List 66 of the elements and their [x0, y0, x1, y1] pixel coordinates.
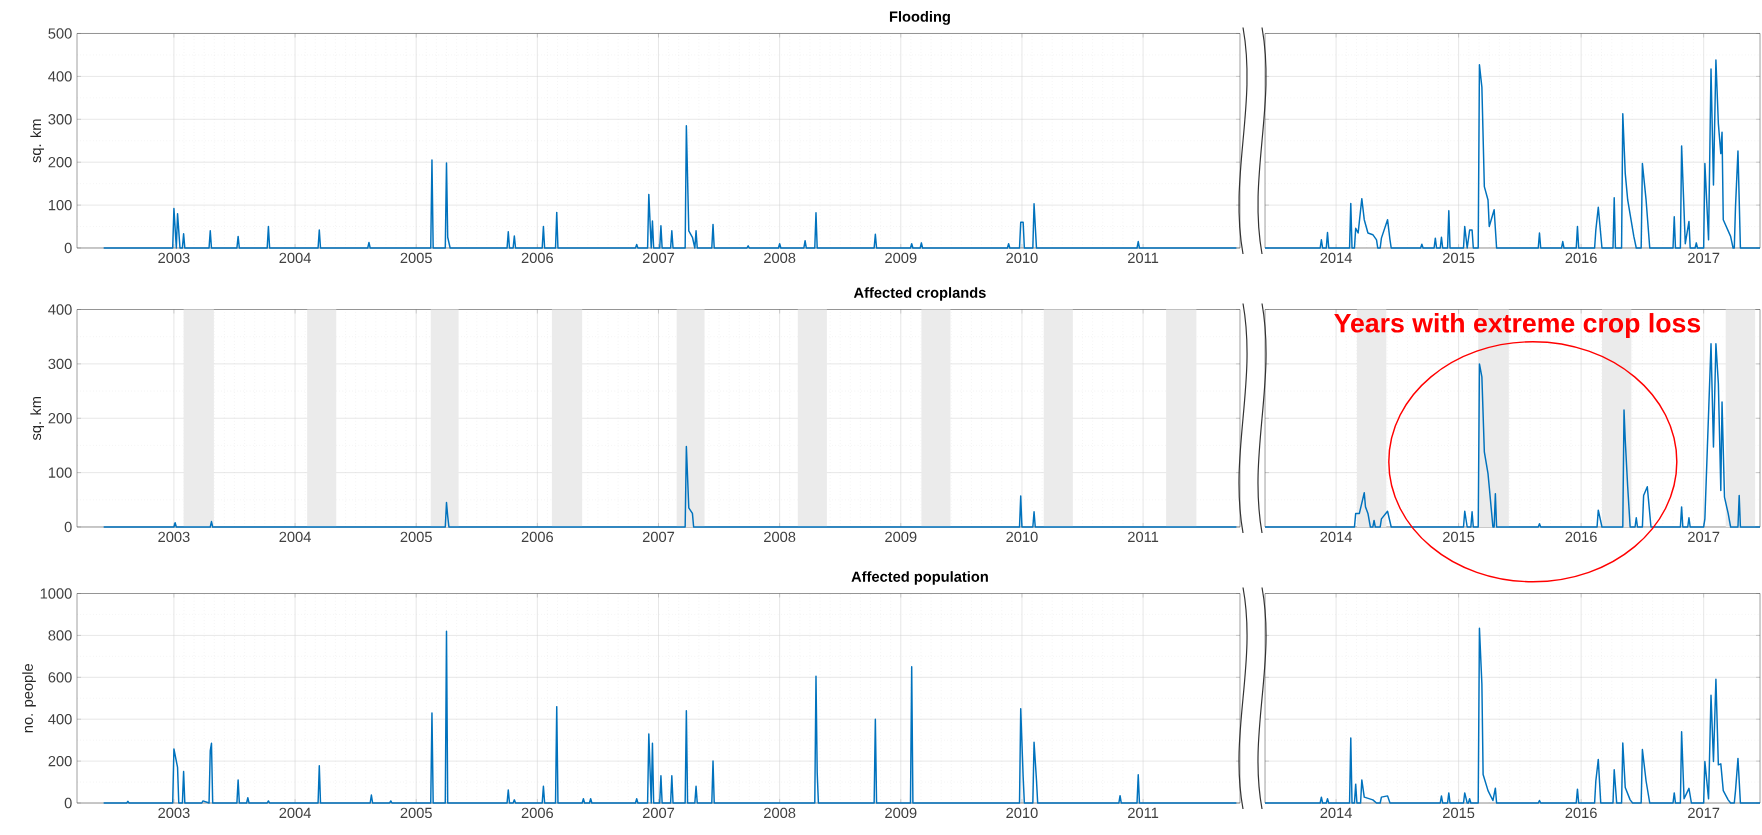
x-tick-label: 2010: [1006, 531, 1038, 543]
y-tick-label: 100: [48, 199, 72, 211]
x-tick-label: 2015: [1443, 252, 1475, 264]
x-tick-label: 2010: [1006, 252, 1038, 264]
y-tick-label: 400: [48, 304, 72, 315]
x-tick-label: 2014: [1320, 807, 1352, 819]
chart-title: Affected population: [851, 571, 988, 585]
x-tick-label: 2003: [158, 531, 190, 543]
y-tick-label: 600: [48, 672, 72, 683]
x-tick-label: 2010: [1006, 807, 1038, 819]
x-tick-label: 2015: [1443, 531, 1475, 543]
x-tick-label: 2005: [400, 252, 432, 264]
x-tick-label: 2007: [642, 531, 675, 543]
x-tick-label: 2015: [1443, 807, 1475, 819]
y-tick-label: 0: [64, 797, 72, 809]
line-series: [102, 124, 1238, 249]
x-tick-label: 2006: [521, 807, 554, 819]
x-tick-label: 2005: [400, 531, 432, 543]
x-tick-label: 2011: [1128, 252, 1159, 264]
x-tick-label: 2005: [400, 807, 432, 819]
chart-title: Affected croplands: [853, 287, 986, 301]
x-tick-label: 2008: [764, 807, 796, 819]
x-tick-label: 2009: [885, 252, 917, 264]
y-tick-label: 400: [48, 714, 72, 725]
y-tick-label: 200: [48, 755, 72, 767]
y-tick-label: 200: [48, 413, 72, 424]
line-series: [102, 630, 1238, 804]
y-tick-label: 200: [48, 157, 72, 168]
x-tick-label: 2017: [1688, 531, 1720, 543]
x-tick-label: 2007: [642, 252, 675, 264]
x-tick-label: 2014: [1320, 252, 1352, 264]
y-tick-label: 300: [48, 114, 72, 125]
y-tick-label: 300: [48, 358, 72, 370]
x-tick-label: 2009: [885, 807, 917, 819]
x-tick-label: 2008: [764, 531, 796, 543]
y-tick-label: 800: [48, 630, 72, 641]
x-tick-label: 2006: [521, 252, 554, 264]
x-tick-label: 2014: [1320, 531, 1352, 543]
chart-title: Flooding: [889, 11, 950, 25]
y-tick-label: 0: [64, 242, 72, 254]
x-tick-label: 2004: [279, 807, 311, 819]
x-tick-label: 2007: [642, 807, 675, 819]
x-tick-label: 2016: [1565, 531, 1597, 543]
y-tick-label: 100: [48, 467, 72, 478]
y-tick-label: 1000: [40, 588, 72, 599]
line-series: [102, 445, 1238, 528]
y-tick-label: 400: [48, 71, 72, 82]
x-tick-label: 2011: [1128, 807, 1159, 819]
y-tick-label: 500: [48, 28, 72, 39]
y-axis-title: sq. km: [30, 396, 44, 441]
y-tick-label: 0: [64, 521, 72, 533]
y-axis-title: sq. km: [30, 119, 44, 163]
x-tick-label: 2003: [158, 807, 190, 819]
x-tick-label: 2016: [1565, 807, 1597, 819]
x-tick-label: 2003: [158, 252, 190, 264]
y-axis-title: no. people: [22, 663, 36, 733]
x-tick-label: 2008: [764, 252, 796, 264]
x-tick-label: 2004: [279, 531, 311, 543]
x-tick-label: 2006: [521, 531, 554, 543]
x-tick-label: 2009: [885, 531, 917, 543]
x-tick-label: 2004: [279, 252, 311, 264]
annotation: Years with extreme crop loss: [1334, 313, 1701, 338]
x-tick-label: 2011: [1128, 531, 1159, 543]
x-tick-label: 2017: [1688, 807, 1720, 819]
x-tick-label: 2017: [1688, 252, 1720, 264]
x-tick-label: 2016: [1565, 252, 1597, 264]
